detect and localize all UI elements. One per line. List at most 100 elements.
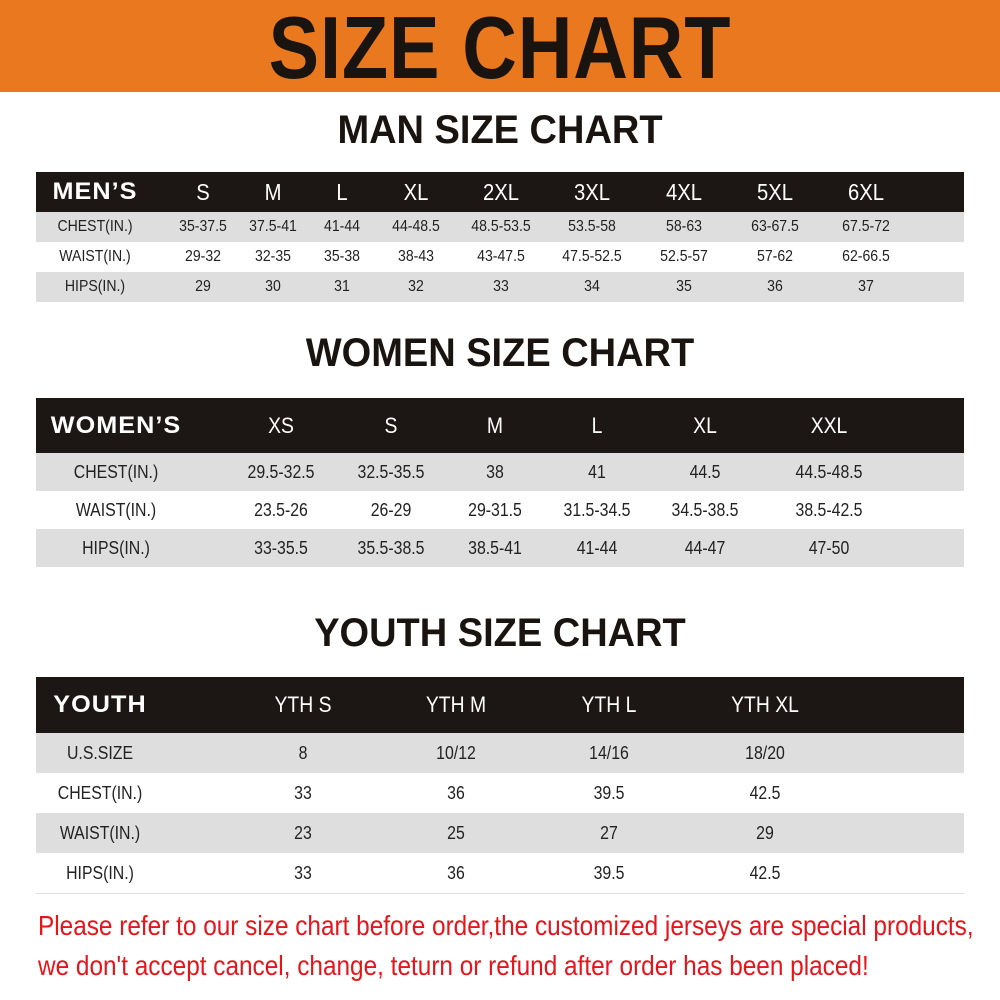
cell-text: 4XL bbox=[665, 178, 703, 205]
measurement-value: 38.5-41 bbox=[464, 529, 525, 567]
size-header: L bbox=[591, 398, 603, 453]
cell-text: 44-48.5 bbox=[392, 218, 440, 235]
measurement-value: 8 bbox=[298, 733, 308, 773]
men-size-table: MEN’S S M L XL 2XL 3XL 4XL 5XL 6XL CHEST(IN.) 35-37… bbox=[36, 172, 964, 302]
cell-text: 33 bbox=[493, 278, 509, 295]
cell-text: 6XL bbox=[847, 178, 885, 205]
cell-text: 32 bbox=[408, 278, 424, 295]
cell-text: WAIST(IN.) bbox=[59, 822, 141, 843]
cell-text: 25 bbox=[447, 822, 465, 843]
measurement-label: HIPS(IN.) bbox=[61, 853, 138, 893]
cell-text: 14/16 bbox=[589, 742, 629, 763]
measurement-value: 39.5 bbox=[591, 853, 626, 893]
cell-text: 23 bbox=[294, 822, 312, 843]
measurement-value: 35.5-38.5 bbox=[353, 529, 429, 567]
measurement-value: 44.5-48.5 bbox=[791, 453, 867, 491]
cell-text: 44-47 bbox=[684, 537, 726, 558]
measurement-value: 63-67.5 bbox=[748, 212, 802, 242]
cell-text: 57-62 bbox=[756, 248, 794, 265]
size-header: XL bbox=[692, 398, 719, 453]
measurement-value: 38.5-42.5 bbox=[791, 491, 867, 529]
size-header: YTH S bbox=[271, 677, 336, 733]
measurement-value: 47-50 bbox=[806, 529, 852, 567]
cell-text: 10/12 bbox=[436, 742, 476, 763]
measurement-value: 34 bbox=[583, 272, 601, 302]
size-header: L bbox=[336, 172, 349, 212]
cell-text: XS bbox=[268, 412, 294, 438]
cell-text: HIPS(IN.) bbox=[64, 278, 126, 295]
cell-text: 38-43 bbox=[397, 248, 435, 265]
size-header: S bbox=[384, 398, 399, 453]
measurement-value: 38 bbox=[485, 453, 505, 491]
cell-text: 26-29 bbox=[370, 499, 412, 520]
measurement-value: 44.5 bbox=[687, 453, 722, 491]
measurement-value: 29 bbox=[755, 813, 775, 853]
size-header: YTH M bbox=[422, 677, 490, 733]
measurement-value: 29 bbox=[194, 272, 212, 302]
cell-text: WOMEN’S bbox=[50, 411, 182, 439]
measurement-value: 33 bbox=[293, 773, 313, 813]
measurement-value: 37 bbox=[857, 272, 875, 302]
cell-text: 32-35 bbox=[254, 248, 292, 265]
measurement-value: 62-66.5 bbox=[839, 242, 893, 272]
measurement-value: 31.5-34.5 bbox=[559, 491, 635, 529]
measurement-value: 32 bbox=[407, 272, 425, 302]
size-header: XL bbox=[402, 172, 430, 212]
youth-section-title: YOUTH SIZE CHART bbox=[314, 611, 686, 655]
measurement-value: 52.5-57 bbox=[657, 242, 711, 272]
cell-text: 39.5 bbox=[593, 862, 625, 883]
cell-text: WAIST(IN.) bbox=[75, 499, 157, 520]
measurement-value: 26-29 bbox=[368, 491, 414, 529]
table-header-row: MEN’S S M L XL 2XL 3XL 4XL 5XL 6XL bbox=[36, 172, 964, 212]
measurement-value: 41-44 bbox=[322, 212, 363, 242]
table-row: CHEST(IN.) 29.5-32.5 32.5-35.5 38 41 44.5 44.5… bbox=[36, 453, 964, 491]
measurement-value: 10/12 bbox=[433, 733, 478, 773]
measurement-value: 41-44 bbox=[574, 529, 620, 567]
table-row: WAIST(IN.) 23.5-26 26-29 29-31.5 31.5-34.5 34… bbox=[36, 491, 964, 529]
measurement-value: 36 bbox=[766, 272, 784, 302]
cell-text: CHEST(IN.) bbox=[57, 218, 133, 235]
size-header: 4XL bbox=[664, 172, 705, 212]
cell-text: 38 bbox=[486, 461, 504, 482]
cell-text: 35.5-38.5 bbox=[357, 537, 425, 558]
measurement-value: 33 bbox=[293, 853, 313, 893]
measurement-value: 47.5-52.5 bbox=[558, 242, 626, 272]
cell-text: 36 bbox=[447, 782, 465, 803]
cell-text: 31.5-34.5 bbox=[563, 499, 631, 520]
men-section-title: MAN SIZE CHART bbox=[337, 108, 663, 152]
cell-text: 8 bbox=[298, 742, 308, 763]
cell-text: 42.5 bbox=[749, 782, 781, 803]
size-header: S bbox=[195, 172, 210, 212]
cell-text: YOUTH bbox=[53, 691, 147, 718]
cell-text: 2XL bbox=[482, 178, 520, 205]
measurement-label: WAIST(IN.) bbox=[70, 491, 161, 529]
cell-text: YTH M bbox=[425, 692, 487, 717]
measurement-label: CHEST(IN.) bbox=[52, 773, 148, 813]
measurement-label: WAIST(IN.) bbox=[54, 813, 145, 853]
cell-text: YTH S bbox=[274, 692, 332, 717]
measurement-value: 33 bbox=[492, 272, 510, 302]
measurement-value: 67.5-72 bbox=[839, 212, 893, 242]
cell-text: 38.5-41 bbox=[468, 537, 522, 558]
cell-text: 58-63 bbox=[665, 218, 703, 235]
measurement-value: 43-47.5 bbox=[474, 242, 528, 272]
cell-text: 41 bbox=[588, 461, 606, 482]
measurement-value: 42.5 bbox=[747, 853, 782, 893]
cell-text: 29 bbox=[195, 278, 211, 295]
measurement-value: 14/16 bbox=[586, 733, 631, 773]
measurement-value: 23.5-26 bbox=[250, 491, 311, 529]
notice-line-1: Please refer to our size chart before or… bbox=[38, 910, 974, 941]
cell-text: 44.5-48.5 bbox=[795, 461, 863, 482]
cell-text: WAIST(IN.) bbox=[59, 248, 131, 265]
measurement-value: 38-43 bbox=[396, 242, 437, 272]
cell-text: 34.5-38.5 bbox=[671, 499, 739, 520]
measurement-value: 44-47 bbox=[682, 529, 728, 567]
cell-text: CHEST(IN.) bbox=[57, 782, 143, 803]
table-corner-label: YOUTH bbox=[53, 677, 147, 733]
cell-text: 29 bbox=[756, 822, 774, 843]
cell-text: 29.5-32.5 bbox=[247, 461, 315, 482]
table-row: WAIST(IN.) 23 25 27 29 bbox=[36, 813, 964, 853]
table-row: HIPS(IN.) 33-35.5 35.5-38.5 38.5-41 41-44 44-… bbox=[36, 529, 964, 567]
cell-text: YTH L bbox=[581, 692, 637, 717]
cell-text: 37.5-41 bbox=[249, 218, 297, 235]
